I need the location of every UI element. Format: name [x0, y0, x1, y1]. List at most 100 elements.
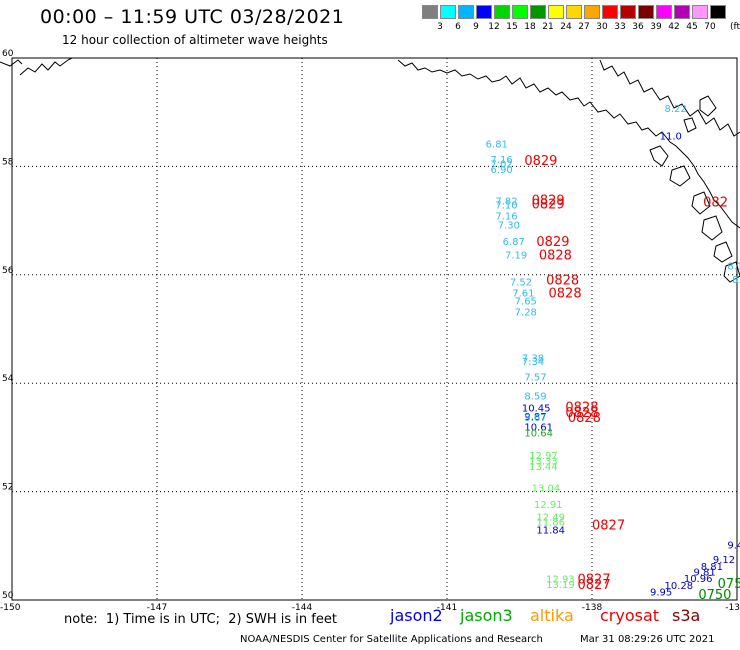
- lat-tick-label: 50: [2, 591, 14, 601]
- legend-swatch: [494, 5, 510, 19]
- wave-height-value: 6.90: [491, 165, 513, 176]
- wave-height-value: 7.82: [495, 196, 517, 207]
- pass-time-label: 0828: [565, 400, 598, 415]
- pass-time-label: 0827: [578, 578, 611, 593]
- map-frame: [11, 57, 738, 601]
- wave-height-value: 7.16: [491, 155, 513, 166]
- wave-height-value: 7.38: [522, 354, 544, 365]
- legend-label: 45: [686, 22, 698, 32]
- pass-time-label: 0829: [532, 193, 565, 208]
- wave-height-value: 9.81: [694, 568, 716, 579]
- pass-time-label: 0827: [578, 573, 611, 588]
- pass-time-label: 0829: [524, 154, 557, 169]
- wave-height-value: 10.64: [524, 428, 553, 439]
- wave-height-value: 7.61: [512, 288, 534, 299]
- wave-height-value: 10.61: [524, 422, 553, 433]
- pass-times: 0829082908290829082808280828082808280828…: [524, 154, 740, 603]
- legend-label: 30: [596, 22, 608, 32]
- legend-label: 6: [455, 22, 461, 32]
- lat-tick-label: 54: [2, 374, 14, 384]
- sat-cryosat: cryosat: [600, 606, 660, 625]
- lon-tick-label: -138: [582, 603, 603, 613]
- wave-height-value: 11.84: [536, 525, 565, 536]
- pass-time-label: 0750: [698, 588, 731, 603]
- sat-jason3: jason3: [460, 606, 513, 625]
- wave-height-value: 11.0: [660, 131, 682, 142]
- wave-height-value: 12.91: [534, 500, 563, 511]
- legend-label: 33: [614, 22, 626, 32]
- generation-timestamp: Mar 31 08:29:26 UTC 2021: [580, 634, 715, 645]
- map-subtitle: 12 hour collection of altimeter wave hei…: [62, 33, 328, 47]
- wave-height-value: 13.44: [529, 462, 558, 473]
- legend-label: 70: [704, 22, 716, 32]
- legend-label: 21: [542, 22, 554, 32]
- wave-height-value: 6.81: [486, 139, 508, 150]
- legend-swatch: [602, 5, 618, 19]
- wave-height-value: 7.19: [505, 251, 527, 262]
- legend-swatch: [710, 5, 726, 19]
- lon-tick-label: -150: [0, 603, 21, 613]
- wave-height-value: 12.49: [536, 512, 565, 523]
- southeast-islands: [649, 95, 740, 283]
- pass-time-label: 0829: [536, 235, 569, 250]
- legend-label: 3: [437, 22, 443, 32]
- legend-swatch: [440, 5, 456, 19]
- inner-coast: [599, 59, 740, 137]
- lat-tick-label: 60: [2, 49, 14, 59]
- pass-time-label: 0828: [546, 274, 579, 289]
- sat-s3a: s3a: [672, 606, 701, 625]
- wave-height-value: 12.97: [529, 451, 558, 462]
- pass-time-label: 082: [703, 196, 728, 211]
- sat-jason2: jason2: [390, 606, 443, 625]
- legend-label: 42: [668, 22, 680, 32]
- legend-label: 15: [506, 22, 518, 32]
- credit-text: NOAA/NESDIS Center for Satellite Applica…: [240, 634, 543, 645]
- map-title: 00:00 – 11:59 UTC 03/28/2021: [40, 6, 345, 28]
- wave-height-value: 6.87: [503, 237, 525, 248]
- wave-height-value: 7.16: [495, 212, 517, 223]
- wave-height-value: 12.93: [546, 575, 575, 586]
- wave-height-value: 8.1: [727, 261, 740, 272]
- legend-swatch: [566, 5, 582, 19]
- wave-height-value: 7.30: [498, 221, 520, 232]
- legend-swatch: [674, 5, 690, 19]
- legend-swatch: [548, 5, 564, 19]
- legend-swatch: [512, 5, 528, 19]
- wave-height-value: 7.02: [491, 159, 513, 170]
- pass-time-label: 0827: [592, 519, 625, 534]
- coastline: [0, 57, 740, 283]
- wave-height-value: 9.42: [727, 541, 740, 552]
- wave-height-value: 8.: [732, 275, 740, 286]
- axis-labels: 60 58 56 54 52 50 -150 -147 -144 -141 -138 -13: [0, 49, 740, 613]
- wave-height-value: 13.04: [532, 484, 561, 495]
- lon-tick-label: -144: [292, 603, 313, 613]
- wave-height-value: 7.52: [510, 278, 532, 289]
- wave-height-value: 8.81: [701, 562, 723, 573]
- legend-swatch: [692, 5, 708, 19]
- legend-label: 18: [524, 22, 536, 32]
- wave-height-value: 10.28: [665, 581, 694, 592]
- lon-tick-label: -141: [437, 603, 457, 613]
- legend-swatch: [530, 5, 546, 19]
- legend-swatch: [476, 5, 492, 19]
- wave-height-value: 7.34: [522, 357, 544, 368]
- wave-height-value: 13.33: [529, 457, 558, 468]
- legend-swatch: [620, 5, 636, 19]
- wave-height-value: 10.96: [684, 574, 713, 585]
- lon-tick-label: -147: [147, 603, 167, 613]
- note-text: note: 1) Time is in UTC; 2) SWH is in fe…: [64, 612, 337, 627]
- wave-height-value: 9.12: [713, 555, 735, 566]
- wave-height-value: 8.22: [665, 104, 687, 115]
- legend-label: 24: [560, 22, 572, 32]
- legend-swatch: [638, 5, 654, 19]
- lat-tick-label: 52: [2, 483, 13, 493]
- pass-time-label: 0828: [549, 287, 582, 302]
- legend-swatch: [584, 5, 600, 19]
- wave-height-value: 9.67: [524, 413, 546, 424]
- wave-height-value: 9.95: [650, 588, 672, 599]
- wave-height-value: 11.86: [536, 518, 565, 529]
- wave-height-value: 7.65: [515, 297, 537, 308]
- wave-height-value: 9.87: [524, 412, 546, 423]
- legend-swatch: [422, 5, 438, 19]
